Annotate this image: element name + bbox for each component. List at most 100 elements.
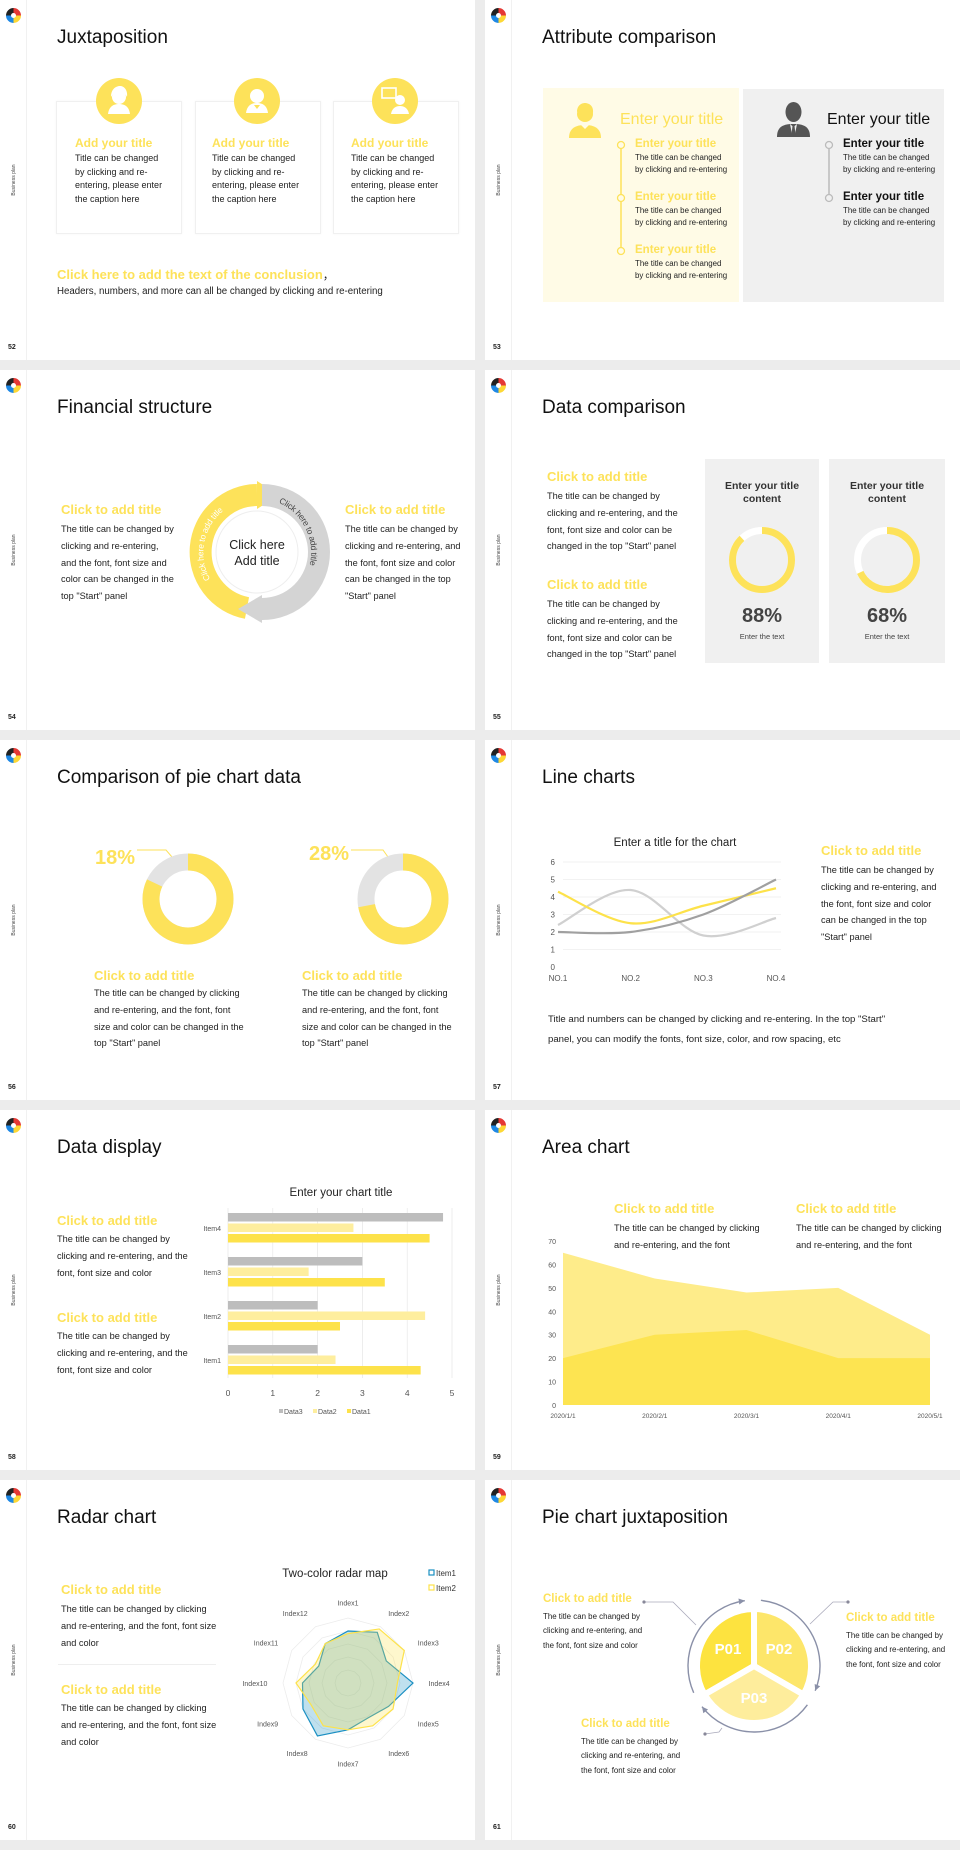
page-number: 55 — [493, 714, 501, 721]
businessman-icon — [777, 102, 810, 137]
stat-panel: Enter your title content 68% Enter the t… — [829, 459, 945, 663]
radar-chart: Two-color radar map Index1 Index2 Index3 In… — [242, 1568, 457, 1769]
slide-60[interactable]: Business plan 60 Radar chart Click to add… — [0, 1480, 475, 1840]
logo-icon — [491, 748, 506, 763]
panel-title: Enter your title content — [849, 480, 925, 505]
gray-arc — [261, 484, 330, 620]
series-line-2 — [557, 887, 777, 925]
page-number: 54 — [8, 714, 16, 721]
item-body: The title can be changed by clicking and… — [843, 153, 936, 174]
block-title: Click to add title — [796, 1201, 897, 1216]
line-chart: Enter a title for the chart 0 1 2 3 4 5 6 NO.1 N… — [549, 837, 786, 983]
page-number: 59 — [493, 1454, 501, 1461]
cycle-arrowhead — [814, 1684, 821, 1691]
card-body: Title can be changed by clicking and re-… — [75, 153, 163, 204]
item-title: Enter your title — [843, 191, 925, 203]
slide-61[interactable]: Business plan 61 Pie chart juxtaposition … — [485, 1480, 960, 1840]
x-tick-label: 0 — [226, 1388, 231, 1398]
block-title: Click to add title — [547, 469, 648, 484]
y-tick-label: 30 — [548, 1333, 556, 1340]
slide-55[interactable]: Business plan 55 Data comparison Click to… — [485, 370, 960, 730]
panel-caption: Enter the text — [739, 632, 785, 641]
divider — [58, 1664, 216, 1665]
block-body: The title can be changed by clicking and… — [581, 1737, 681, 1775]
slide-53[interactable]: Business plan 53 Attribute comparison Ent… — [485, 0, 960, 360]
left-panel — [543, 88, 739, 302]
y-tick-label: 3 — [551, 911, 556, 920]
female-user-icon — [569, 103, 601, 138]
bar-data3-item2 — [228, 1301, 318, 1310]
cycle-arrowhead — [738, 1598, 745, 1605]
item-title: Enter your title — [635, 191, 717, 203]
block-title: Click to add title — [302, 968, 403, 983]
radar-axis-label: Index1 — [337, 1600, 358, 1607]
slide-sidebar: Business plan 54 — [0, 370, 27, 730]
timeline-dot — [616, 193, 626, 203]
block-body: The title can be changed by clicking and… — [821, 865, 937, 943]
logo-icon — [491, 1488, 506, 1503]
slide-title: Data display — [57, 1137, 162, 1158]
category-label: Item1 — [203, 1358, 221, 1365]
logo-icon — [491, 1118, 506, 1133]
bar-data3-item1 — [228, 1345, 318, 1354]
slide-sidebar: Business plan 61 — [485, 1480, 512, 1840]
category-label: Item3 — [203, 1270, 221, 1277]
slide-sidebar: Business plan 56 — [0, 740, 27, 1100]
panel-value: 88% — [741, 605, 783, 627]
x-tick-label: NO.1 — [549, 974, 568, 983]
x-tick-label: NO.4 — [767, 974, 786, 983]
radar-axis-label: Index8 — [287, 1751, 308, 1758]
bar-chart: Enter your chart title 0 1 2 3 4 5 Item1 Item2 I… — [203, 1187, 454, 1416]
x-tick-label: 2020/5/1 — [917, 1413, 943, 1420]
radar-grid-ring — [334, 1669, 362, 1697]
cycle-arrow-arc — [760, 1599, 821, 1691]
y-tick-label: 2 — [551, 928, 556, 937]
item-title: Enter your title — [843, 138, 925, 150]
slide-59[interactable]: Business plan 59 Area chart 0 10 20 30 40 50 60… — [485, 1110, 960, 1470]
page-number: 58 — [8, 1454, 16, 1461]
block-title: Click to add title — [57, 1213, 158, 1228]
slide-52[interactable]: Business plan 52 Juxtaposition Add your t… — [0, 0, 475, 360]
logo-icon — [6, 1118, 21, 1133]
bar-data2-item1 — [228, 1355, 336, 1364]
block-body: The title can be changed by clicking and… — [61, 1703, 217, 1747]
leader-dot — [642, 1600, 646, 1604]
y-tick-label: 50 — [548, 1286, 556, 1293]
percent-label: 28% — [309, 843, 350, 865]
x-tick-label: 2020/1/1 — [550, 1413, 576, 1420]
chart-title: Enter a title for the chart — [614, 837, 738, 849]
x-tick-label: NO.2 — [621, 974, 640, 983]
bar-data2-item4 — [228, 1223, 354, 1232]
radar-axis-label: Index6 — [388, 1751, 409, 1758]
slide-58[interactable]: Business plan 58 Data display Click to ad… — [0, 1110, 475, 1470]
segment-pie: P01 P02 P03 — [642, 1598, 850, 1736]
cycle-arrowhead — [701, 1706, 709, 1714]
percent-donut — [854, 527, 920, 593]
x-tick-label: 2 — [315, 1388, 320, 1398]
center-line1: Click here — [229, 538, 285, 552]
legend-label: Item2 — [436, 1584, 457, 1593]
slide-sidebar: Business plan 53 — [485, 0, 512, 360]
block-body: The title can be changed by clicking and… — [57, 1331, 188, 1375]
slide-57[interactable]: Business plan 57 Line charts Enter a titl… — [485, 740, 960, 1100]
y-tick-label: 1 — [551, 946, 556, 955]
radar-axis-label: Index3 — [418, 1641, 439, 1648]
center-line2: Add title — [234, 554, 279, 568]
radar-grid-ring — [308, 1643, 388, 1723]
conclusion: Click here to add the text of the conclu… — [57, 266, 334, 284]
slide-sidebar: Business plan 52 — [0, 0, 27, 360]
radar-grid-ring — [321, 1656, 375, 1710]
x-tick-label: 2020/4/1 — [826, 1413, 852, 1420]
block-title: Click to add title — [345, 502, 446, 517]
x-tick-label: 2020/2/1 — [642, 1413, 668, 1420]
slide-54[interactable]: Business plan 54 Financial structure Clic… — [0, 370, 475, 730]
legend-swatch — [347, 1409, 351, 1413]
category-label: Item4 — [203, 1226, 221, 1233]
slide-56[interactable]: Business plan 56 Comparison of pie chart … — [0, 740, 475, 1100]
card-title: Add your title — [212, 136, 290, 150]
slide-sidebar: Business plan 59 — [485, 1110, 512, 1470]
left-heading: Enter your title — [620, 111, 724, 128]
chart-title: Two-color radar map — [282, 1568, 387, 1580]
radar-axis-label: Index7 — [337, 1762, 358, 1769]
block-body: The title can be changed by clicking and… — [543, 1612, 643, 1650]
